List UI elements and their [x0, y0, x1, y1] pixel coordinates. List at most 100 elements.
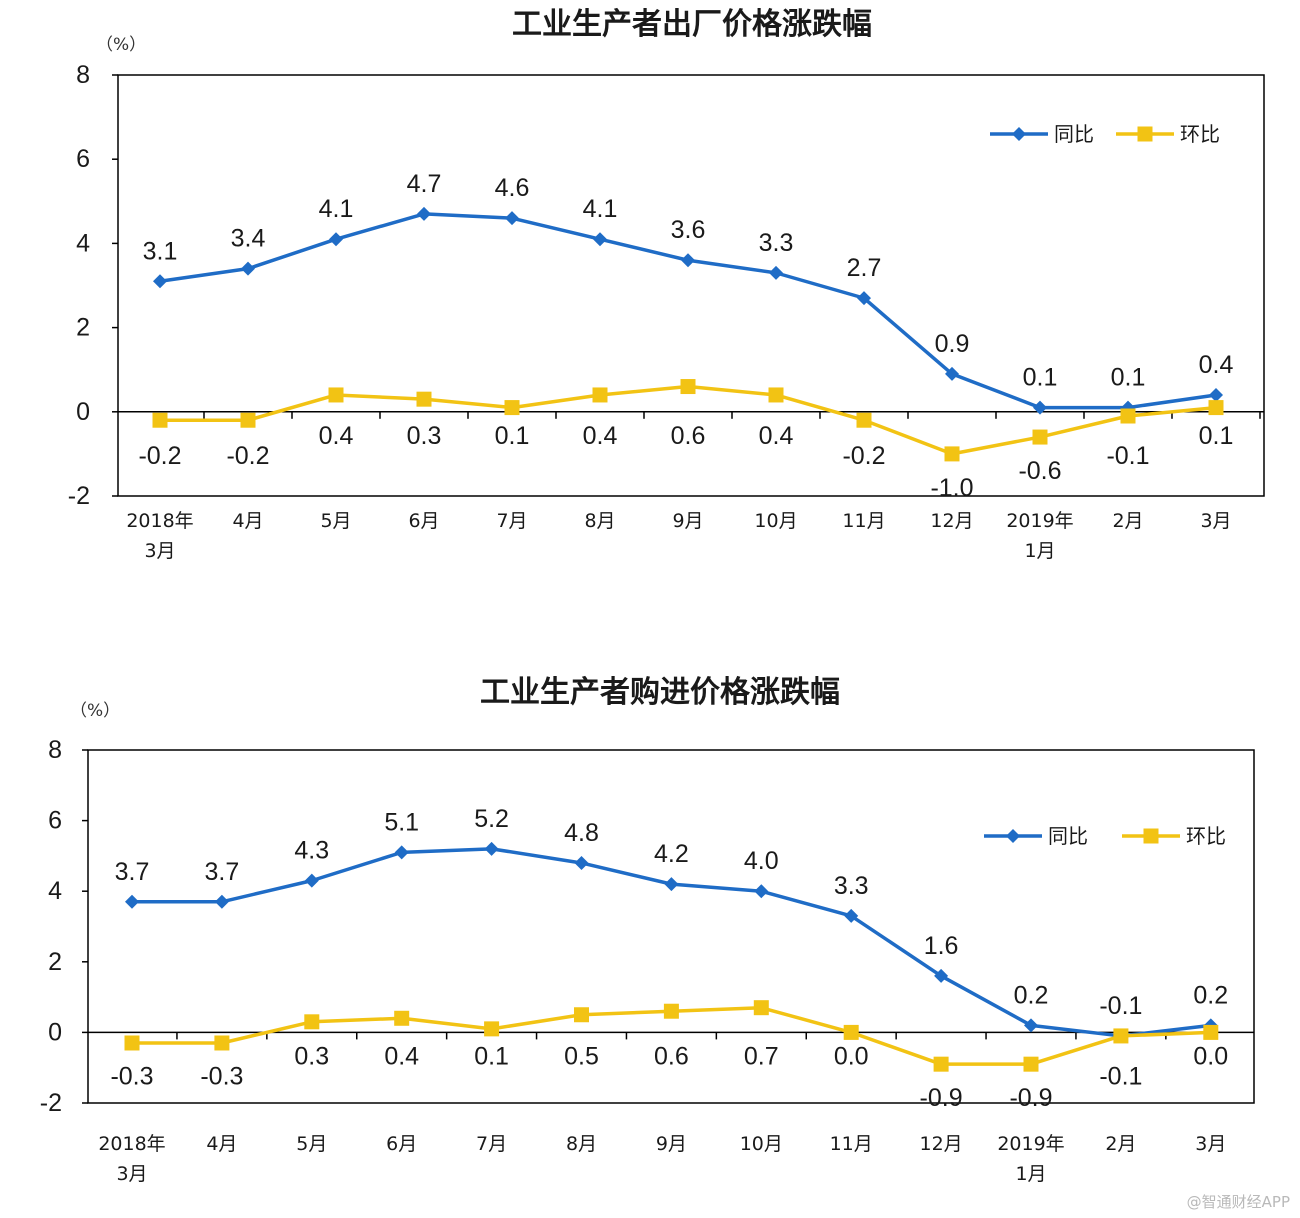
data-label-yoy: 0.4: [1199, 351, 1234, 379]
y-tick-label: 6: [76, 145, 90, 173]
data-point-yoy: [1209, 387, 1223, 402]
legend-label-mom: 环比: [1180, 122, 1220, 146]
data-label-yoy: 4.8: [564, 819, 599, 847]
data-point-mom: [843, 1024, 859, 1040]
x-tick-label: 2019年: [1006, 510, 1073, 532]
legend-marker-yoy: [1012, 127, 1026, 141]
data-point-mom: [574, 1007, 589, 1023]
y-unit-label: （%）: [70, 701, 120, 721]
x-tick-label: 9月: [656, 1133, 687, 1155]
y-tick-label: 0: [76, 398, 90, 426]
data-point-mom: [933, 1056, 949, 1072]
data-label-mom: 0.1: [474, 1042, 509, 1070]
data-label-yoy: 1.6: [924, 932, 959, 960]
plot-frame: [117, 74, 1265, 497]
y-tick-label: 4: [48, 877, 62, 905]
x-tick-label: 12月: [920, 1133, 963, 1155]
chart-2: 工业生产者购进价格涨跌幅 （%） 8 6 4 2 0 -2 2018年 3月 4月 5月 6月 7月 8月 9…: [40, 675, 1255, 1185]
data-label-mom: 0.1: [1199, 422, 1234, 450]
data-label-mom: 0.4: [384, 1042, 419, 1070]
data-point-yoy: [593, 232, 607, 247]
data-point-mom: [1023, 1056, 1039, 1072]
data-label-mom: 0.4: [759, 422, 794, 450]
data-point-mom: [328, 387, 344, 403]
y-tick-label: 2: [76, 314, 90, 342]
data-point-mom: [214, 1035, 230, 1051]
x-tick-label: 3月: [116, 1163, 147, 1185]
data-label-mom: -0.9: [920, 1084, 963, 1112]
x-tick-label: 8月: [566, 1133, 597, 1155]
data-point-yoy: [153, 274, 167, 289]
data-label-mom: -0.6: [1018, 457, 1061, 485]
data-label-mom: 0.5: [564, 1042, 599, 1070]
x-tick-label: 6月: [386, 1133, 417, 1155]
data-label-yoy: 3.7: [205, 858, 240, 886]
data-point-yoy: [934, 968, 949, 983]
data-label-mom: -0.1: [1099, 1062, 1142, 1090]
data-point-yoy: [484, 841, 499, 856]
data-point-mom: [1120, 408, 1136, 424]
x-tick-label: 5月: [296, 1133, 327, 1155]
x-tick-label: 3月: [1200, 510, 1231, 532]
data-point-yoy: [769, 265, 783, 280]
data-label-yoy: 4.1: [319, 195, 354, 223]
x-tick-label: 2月: [1105, 1133, 1136, 1155]
data-point-mom: [124, 1035, 140, 1051]
legend-marker-mom: [1143, 828, 1159, 844]
data-label-yoy: 2.7: [847, 254, 882, 282]
data-label-yoy: 4.7: [407, 170, 442, 198]
x-tick-label: 4月: [206, 1133, 237, 1155]
x-tick-label: 4月: [232, 510, 263, 532]
data-point-yoy: [241, 261, 255, 276]
x-tick-label: 6月: [408, 510, 439, 532]
x-tick-label: 2月: [1112, 510, 1143, 532]
data-label-mom: -1.0: [930, 474, 973, 502]
data-label-mom: -0.2: [226, 442, 269, 470]
x-tick-label: 1月: [1015, 1163, 1046, 1185]
data-point-yoy: [304, 873, 319, 888]
data-label-yoy: 0.2: [1014, 981, 1049, 1009]
y-tick-label: 8: [48, 736, 62, 764]
data-point-mom: [394, 1010, 410, 1026]
y-tick-label: -2: [40, 1089, 62, 1117]
data-label-mom: 0.1: [495, 422, 530, 450]
legend-label-yoy: 同比: [1048, 824, 1088, 848]
data-point-mom: [1032, 429, 1048, 445]
data-point-mom: [680, 379, 696, 395]
x-tick-label: 2019年: [997, 1133, 1064, 1155]
data-label-yoy: 3.7: [115, 858, 150, 886]
data-point-yoy: [1024, 1018, 1038, 1033]
data-point-mom: [304, 1014, 320, 1030]
data-label-yoy: 4.1: [583, 195, 618, 223]
y-tick-label: 4: [76, 229, 90, 257]
data-label-yoy: 0.2: [1193, 981, 1228, 1009]
x-tick-label: 8月: [584, 510, 615, 532]
x-tick-label: 11月: [842, 510, 885, 532]
data-point-yoy: [1033, 400, 1047, 415]
data-point-yoy: [417, 206, 431, 221]
data-label-mom: 0.3: [294, 1042, 329, 1070]
data-point-mom: [504, 400, 520, 416]
data-label-yoy: 3.6: [671, 216, 706, 244]
data-point-yoy: [844, 908, 859, 923]
data-label-mom: 0.6: [654, 1042, 689, 1070]
x-tick-label: 10月: [740, 1133, 783, 1155]
data-point-mom: [856, 412, 872, 428]
legend-label-mom: 环比: [1186, 824, 1226, 848]
data-label-yoy: 0.1: [1111, 364, 1146, 392]
x-tick-label: 12月: [930, 510, 973, 532]
data-point-yoy: [664, 877, 679, 892]
data-point-yoy: [394, 845, 409, 860]
x-tick-label: 3月: [1195, 1133, 1226, 1155]
x-tick-label: 3月: [144, 540, 175, 562]
data-point-mom: [753, 1000, 769, 1016]
data-point-yoy: [857, 291, 871, 306]
x-tick-label: 2018年: [98, 1133, 165, 1155]
data-label-yoy: 0.9: [935, 330, 970, 358]
data-label-yoy: 5.1: [384, 808, 419, 836]
data-label-yoy: 0.1: [1023, 364, 1058, 392]
chart-1: 工业生产者出厂价格涨跌幅 （%） 8 6 4 2 0 -2 2018年 3月 4月 5月 6月 7月 8月 9…: [68, 7, 1265, 562]
data-point-yoy: [681, 253, 695, 268]
data-label-yoy: 3.4: [231, 225, 266, 253]
data-label-mom: -0.1: [1106, 442, 1149, 470]
